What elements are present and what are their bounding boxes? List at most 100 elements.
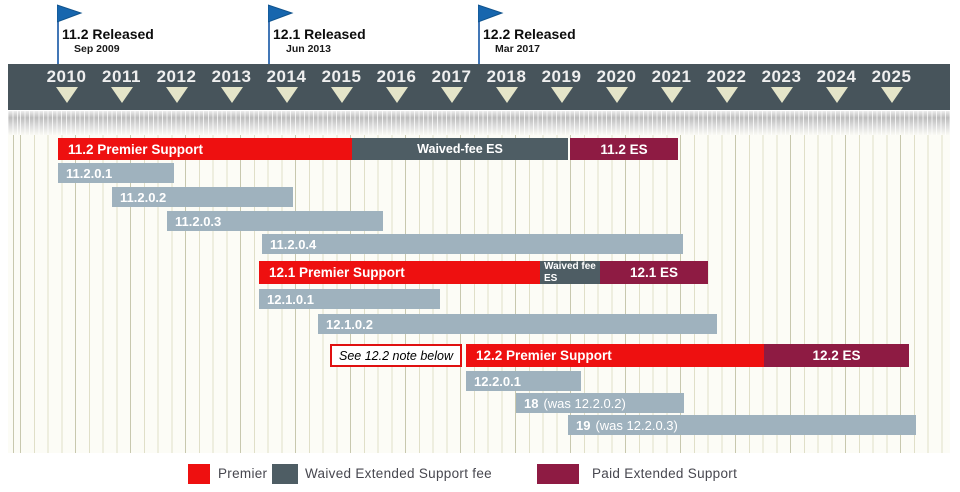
year-tick-triangle-icon xyxy=(110,87,133,103)
year-tick-triangle-icon xyxy=(495,87,518,103)
bar-11-2-es: 11.2 ES xyxy=(570,138,678,160)
year-label: 2020 xyxy=(596,67,637,86)
year-cell: 2014 xyxy=(259,67,314,109)
bar-11-2-0-2: 11.2.0.2 xyxy=(112,187,293,207)
bar-label: 12.1.0.2 xyxy=(326,316,373,332)
bar-label: ES xyxy=(544,272,558,284)
legend-label-premier: Premier xyxy=(218,466,268,481)
year-tick-triangle-icon xyxy=(55,87,78,103)
legend-swatch-waived xyxy=(272,464,298,484)
year-tick-triangle-icon xyxy=(275,87,298,103)
flag-pole xyxy=(268,6,270,64)
year-label: 2021 xyxy=(651,67,692,86)
bar-label: 11.2.0.4 xyxy=(270,236,317,252)
year-cell: 2015 xyxy=(314,67,369,109)
bar-11-2-0-4: 11.2.0.4 xyxy=(262,234,683,254)
year-cell: 2016 xyxy=(369,67,424,109)
bar-18: 18 (was 12.2.0.2) xyxy=(516,393,684,413)
bar-label: 11.2.0.3 xyxy=(175,213,222,229)
bar-12-1-0-1: 12.1.0.1 xyxy=(259,289,440,309)
bar-label: 12.1.0.1 xyxy=(267,291,314,307)
year-label: 2012 xyxy=(156,67,197,86)
year-tick-triangle-icon xyxy=(220,87,243,103)
year-tick-triangle-icon xyxy=(770,87,793,103)
year-label: 2024 xyxy=(816,67,857,86)
release-date: Mar 2017 xyxy=(495,43,540,55)
year-label: 2016 xyxy=(376,67,417,86)
year-tick-triangle-icon xyxy=(605,87,628,103)
bar-sublabel: (was 12.2.0.2) xyxy=(543,395,626,411)
bar-label: 11.2 ES xyxy=(600,141,648,157)
flag-pole xyxy=(57,6,59,64)
bar-label: 11.2.0.2 xyxy=(120,189,167,205)
year-cell: 2021 xyxy=(644,67,699,109)
bar-11-2-waived-es: Waived-fee ES xyxy=(352,138,568,160)
year-tick-triangle-icon xyxy=(660,87,683,103)
flag-pole xyxy=(478,6,480,64)
legend-label-waived: Waived Extended Support fee xyxy=(305,466,492,481)
legend-swatch-premier xyxy=(188,464,210,484)
year-cell: 2011 xyxy=(94,67,149,109)
year-label: 2011 xyxy=(102,67,141,86)
bar-label: 12.2.0.1 xyxy=(474,373,521,389)
release-title: 12.1 Released xyxy=(273,26,366,42)
flag-icon xyxy=(268,4,294,23)
bar-label: 11.2.0.1 xyxy=(66,165,113,181)
legend-swatch-paid xyxy=(537,464,579,484)
bar-label: Waived-fee ES xyxy=(417,142,503,156)
bar-sublabel: (was 12.2.0.3) xyxy=(595,417,678,433)
year-tick-triangle-icon xyxy=(440,87,463,103)
year-cell: 2018 xyxy=(479,67,534,109)
year-label: 2023 xyxy=(761,67,802,86)
bar-12-2-0-1: 12.2.0.1 xyxy=(466,371,581,391)
bar-11-2-0-1: 11.2.0.1 xyxy=(58,163,174,183)
year-label: 2010 xyxy=(46,67,87,86)
year-axis-header: 2010 2011 2012 2013 2014 2015 2016 2017 2018 2019… xyxy=(8,64,950,110)
year-cell: 2017 xyxy=(424,67,479,109)
bar-11-2-0-3: 11.2.0.3 xyxy=(167,211,383,231)
year-label: 2025 xyxy=(871,67,912,86)
bar-label: 12.2 Premier Support xyxy=(476,348,612,363)
year-row: 2010 2011 2012 2013 2014 2015 2016 2017 2018 2019… xyxy=(39,67,919,109)
bar-label: 18 xyxy=(524,395,539,411)
year-cell: 2022 xyxy=(699,67,754,109)
year-label: 2018 xyxy=(486,67,527,86)
release-title: 12.2 Released xyxy=(483,26,576,42)
note-text: See 12.2 note below xyxy=(339,348,453,363)
bar-label: 12.2 ES xyxy=(812,348,861,363)
year-cell: 2013 xyxy=(204,67,259,109)
bar-label: 19 xyxy=(576,417,591,433)
bar-12-1-waived-es: Waived fee ES xyxy=(540,261,604,284)
year-label: 2019 xyxy=(541,67,582,86)
bar-label: Waived fee xyxy=(544,261,596,272)
year-cell: 2012 xyxy=(149,67,204,109)
year-cell: 2020 xyxy=(589,67,644,109)
bar-label: 11.2 Premier Support xyxy=(68,141,204,157)
note-12-2-callout: See 12.2 note below xyxy=(330,344,462,367)
bar-12-1-0-2: 12.1.0.2 xyxy=(318,314,717,334)
year-tick-triangle-icon xyxy=(715,87,738,103)
year-label: 2022 xyxy=(706,67,747,86)
month-ruler-strip xyxy=(8,111,950,135)
bar-12-1-premier: 12.1 Premier Support xyxy=(259,261,548,284)
bar-11-2-premier: 11.2 Premier Support xyxy=(58,138,362,160)
flag-icon xyxy=(57,4,83,23)
bar-12-2-premier: 12.2 Premier Support xyxy=(466,344,774,367)
release-date: Jun 2013 xyxy=(286,43,331,55)
year-tick-triangle-icon xyxy=(330,87,353,103)
year-tick-triangle-icon xyxy=(385,87,408,103)
year-tick-triangle-icon xyxy=(825,87,848,103)
flag-icon xyxy=(478,4,504,23)
bar-12-1-es: 12.1 ES xyxy=(600,261,708,284)
year-tick-triangle-icon xyxy=(550,87,573,103)
year-cell: 2025 xyxy=(864,67,919,109)
legend-label-paid: Paid Extended Support xyxy=(592,466,738,481)
year-cell: 2023 xyxy=(754,67,809,109)
year-label: 2013 xyxy=(211,67,252,86)
year-tick-triangle-icon xyxy=(880,87,903,103)
release-date: Sep 2009 xyxy=(74,43,120,55)
bar-label: 12.1 ES xyxy=(629,265,679,280)
year-cell: 2024 xyxy=(809,67,864,109)
bar-label: 12.1 Premier Support xyxy=(269,265,405,280)
